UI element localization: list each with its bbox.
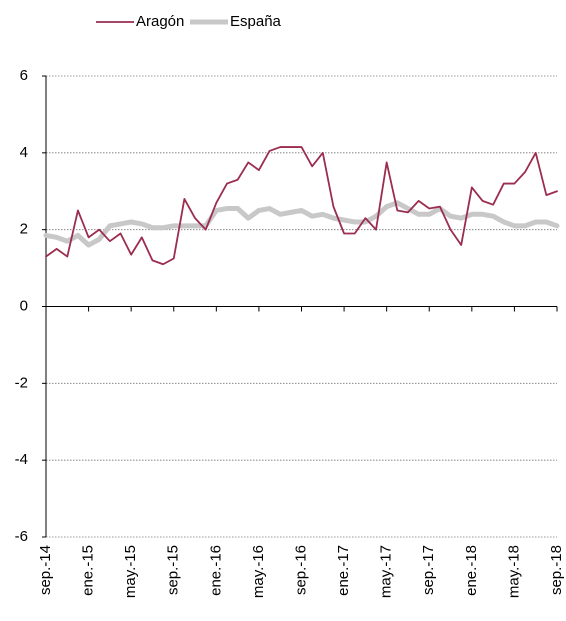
y-tick-label: -6 [15,528,28,545]
legend-label: España [230,13,282,30]
y-tick-label: -4 [15,451,28,468]
x-tick-label: may.-18 [505,545,522,598]
line-series [45,146,558,266]
y-tick-label: 6 [20,67,28,84]
line-series [43,200,560,248]
x-tick-label: may.-17 [378,545,395,598]
x-tick-label: sep.-16 [292,545,309,595]
x-tick-label: sep.-15 [165,545,182,595]
y-tick-label: 4 [20,144,28,161]
y-tick-label: 0 [20,297,28,314]
x-tick-label: sep.-14 [37,545,54,595]
x-tick-label: may.-16 [250,545,267,598]
x-tick-label: ene.-18 [463,545,480,596]
y-tick-label: 2 [20,221,28,238]
x-tick-label: sep.-18 [548,545,565,595]
y-tick-label: -2 [15,374,28,391]
legend-label: Aragón [136,13,184,30]
x-tick-label: ene.-16 [207,545,224,596]
x-tick-label: may.-15 [122,545,139,598]
x-tick-label: ene.-15 [80,545,97,596]
x-tick-label: sep.-17 [420,545,437,595]
x-tick-label: ene.-17 [335,545,352,596]
